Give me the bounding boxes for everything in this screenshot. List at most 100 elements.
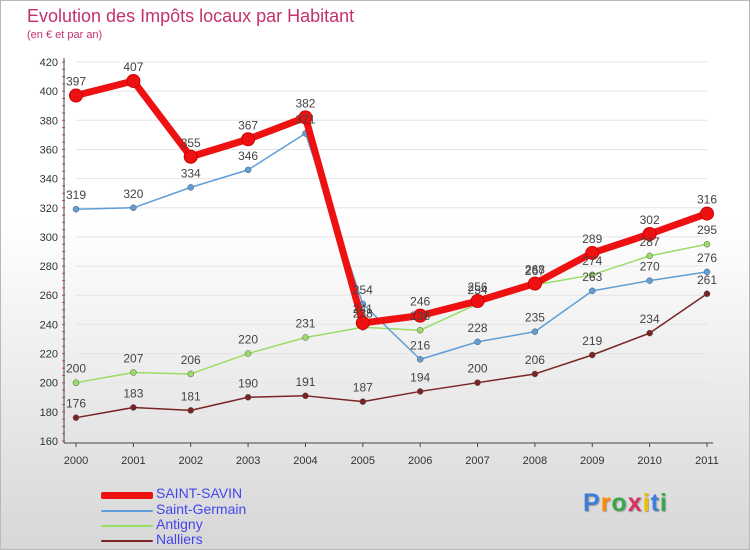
data-label: 287 [640, 235, 660, 249]
data-label: 191 [295, 375, 315, 389]
y-tick-label: 420 [40, 57, 58, 69]
data-point [527, 276, 542, 291]
data-label: 334 [181, 166, 201, 180]
x-tick-label: 2002 [178, 455, 202, 467]
data-label: 367 [238, 118, 258, 132]
data-label: 346 [238, 149, 258, 163]
series-line-nalliers [75, 293, 708, 419]
x-tick-label: 2003 [236, 455, 260, 467]
brand-letter: r [600, 489, 612, 517]
data-label: 176 [66, 397, 86, 411]
data-point [646, 277, 653, 284]
data-label: 206 [181, 353, 201, 367]
series-line-saint-savin [72, 77, 711, 327]
data-label: 267 [525, 264, 545, 278]
data-label: 241 [353, 302, 373, 316]
data-point [470, 294, 485, 309]
brand-letter: o [611, 489, 628, 517]
data-point [474, 379, 481, 386]
data-label: 231 [295, 317, 315, 331]
data-point [413, 308, 428, 323]
brand-letter: x [627, 489, 643, 517]
data-point [302, 392, 309, 400]
brand-letter: i [659, 489, 668, 517]
data-point [589, 351, 596, 359]
proxiti-logo: Proxiti [583, 489, 668, 518]
data-point [700, 206, 714, 221]
data-label: 382 [295, 96, 315, 110]
y-tick-label: 380 [40, 115, 58, 127]
data-point [72, 205, 80, 213]
data-label: 289 [582, 232, 602, 246]
y-tick-label: 360 [40, 144, 58, 156]
chart-title: Evolution des Impôts locaux par Habitant [27, 6, 355, 26]
data-point [646, 252, 653, 260]
x-tick-label: 2005 [351, 455, 375, 467]
data-label: 397 [66, 75, 86, 89]
data-point [589, 271, 596, 279]
legend-label-saint-savin: SAINT-SAVIN [156, 485, 243, 501]
data-label: 295 [697, 223, 717, 237]
data-point [244, 166, 252, 174]
data-label: 228 [468, 321, 488, 335]
data-label: 319 [66, 188, 86, 202]
data-point [241, 132, 256, 147]
data-label: 371 [295, 112, 315, 126]
data-point [130, 404, 137, 411]
data-point [355, 315, 370, 330]
legend-swatch-saint-germain [101, 510, 153, 512]
data-point [474, 338, 481, 346]
chart-subtitle: (en € et par an) [27, 29, 103, 41]
data-label: 316 [697, 193, 717, 207]
x-tick-label: 2009 [580, 455, 604, 467]
y-tick-label: 240 [40, 319, 58, 331]
data-label: 187 [353, 381, 373, 395]
y-tick-label: 220 [40, 349, 58, 361]
data-point [72, 379, 80, 386]
y-tick-label: 400 [40, 86, 58, 98]
legend-label-antigny: Antigny [156, 516, 203, 532]
data-label: 274 [582, 254, 602, 268]
y-tick-label: 300 [40, 232, 58, 244]
data-label: 234 [640, 312, 660, 326]
data-label: 236 [410, 309, 430, 323]
data-label: 183 [123, 386, 143, 400]
data-point [302, 334, 309, 341]
data-point [187, 370, 194, 378]
data-label: 206 [525, 353, 545, 367]
data-point [72, 414, 80, 421]
y-tick-label: 180 [40, 407, 58, 419]
data-point [359, 398, 367, 405]
data-label: 407 [123, 60, 143, 74]
data-point [130, 369, 137, 376]
data-point [416, 326, 424, 334]
series-line-saint-germain [75, 132, 708, 361]
x-tick-label: 2010 [637, 455, 661, 467]
data-label: 263 [582, 270, 602, 284]
brand-letter: t [650, 489, 660, 517]
data-point [416, 356, 424, 363]
data-point [298, 110, 313, 125]
series-line-antigny [75, 243, 708, 384]
data-label: 235 [525, 311, 545, 325]
x-tick-label: 2008 [523, 455, 547, 467]
data-point [187, 407, 194, 414]
y-tick-label: 160 [40, 436, 58, 448]
data-point [416, 388, 424, 395]
data-point [703, 290, 711, 298]
x-tick-label: 2000 [64, 455, 88, 467]
brand-letter: i [642, 489, 651, 517]
x-tick-label: 2006 [408, 455, 432, 467]
data-label: 276 [697, 251, 717, 265]
legend-label-nalliers: Nalliers [156, 531, 203, 547]
data-label: 220 [238, 333, 258, 347]
x-tick-label: 2004 [293, 455, 317, 467]
data-label: 190 [238, 376, 258, 390]
y-tick-label: 200 [40, 378, 58, 390]
x-tick-label: 2007 [465, 455, 489, 467]
data-point [126, 73, 141, 88]
data-label: 238 [353, 306, 373, 320]
data-label: 254 [468, 283, 488, 297]
data-point [183, 149, 198, 164]
